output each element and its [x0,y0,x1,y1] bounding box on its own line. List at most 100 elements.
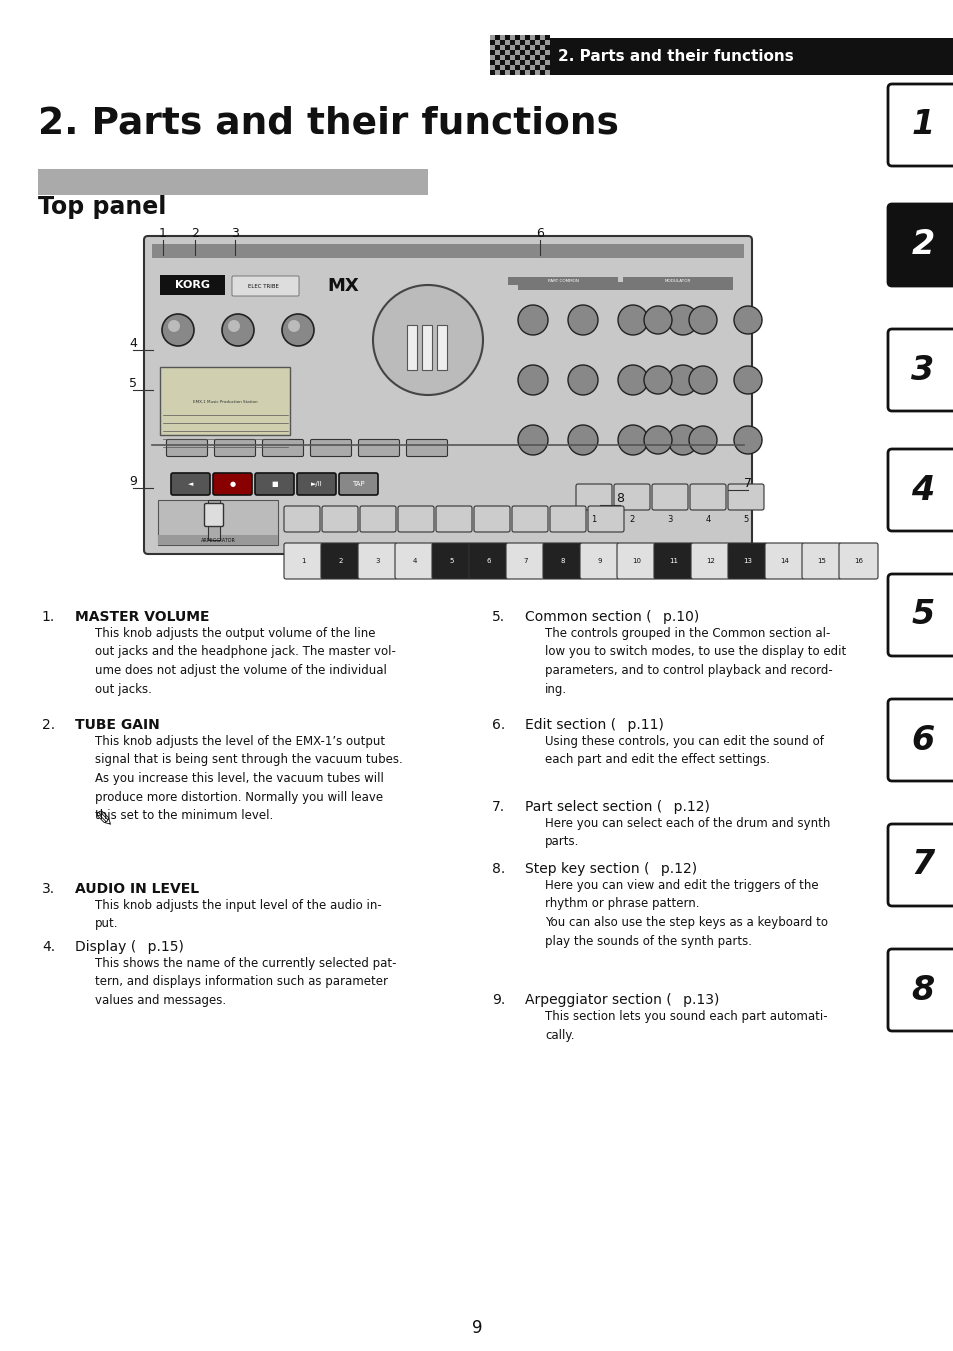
Bar [490,55,495,59]
Bar [421,326,432,370]
Text: 14: 14 [780,558,788,563]
Bar [544,70,550,76]
Bar [515,45,519,50]
FancyBboxPatch shape [214,439,255,457]
Text: 7.: 7. [492,800,504,815]
Bar [524,70,530,76]
Circle shape [643,366,671,394]
Bar [510,50,515,55]
Circle shape [282,313,314,346]
Text: MODULATOR: MODULATOR [664,280,691,282]
Bar [524,45,530,50]
Text: 9: 9 [471,1319,482,1337]
Bar [515,35,519,41]
FancyBboxPatch shape [284,507,319,532]
Text: 8: 8 [616,492,623,505]
FancyBboxPatch shape [310,439,351,457]
Bar [504,41,510,45]
FancyBboxPatch shape [406,439,447,457]
Text: 2.: 2. [42,717,55,732]
Text: 9: 9 [597,558,601,563]
Bar [622,277,732,285]
Bar [535,70,539,76]
Text: MX: MX [327,277,358,295]
Bar [515,41,519,45]
Bar [510,70,515,76]
Bar [544,41,550,45]
FancyBboxPatch shape [320,543,359,580]
Bar [519,45,524,50]
Text: EMX-1 Music Production Station: EMX-1 Music Production Station [193,400,257,404]
Text: Top panel: Top panel [38,195,166,219]
Bar [519,50,524,55]
Bar [544,50,550,55]
Bar [510,41,515,45]
Bar [499,65,504,70]
Bar [535,35,539,41]
FancyBboxPatch shape [887,698,953,781]
Text: 8: 8 [910,974,934,1006]
Text: Part select section (  p.12): Part select section ( p.12) [524,800,709,815]
FancyBboxPatch shape [397,507,434,532]
Bar [495,70,499,76]
Text: Using these controls, you can edit the sound of
each part and edit the effect se: Using these controls, you can edit the s… [544,735,823,766]
FancyBboxPatch shape [395,543,434,580]
Circle shape [168,320,180,332]
FancyBboxPatch shape [654,543,692,580]
Bar [530,50,535,55]
Circle shape [688,426,717,454]
Circle shape [567,305,598,335]
Circle shape [643,426,671,454]
Bar [504,35,510,41]
Bar [158,535,277,544]
FancyBboxPatch shape [887,824,953,907]
Circle shape [733,426,761,454]
Bar [530,65,535,70]
Circle shape [567,426,598,455]
Bar [519,41,524,45]
FancyBboxPatch shape [887,449,953,531]
Text: KORG: KORG [175,280,211,290]
Circle shape [517,305,547,335]
Text: 1: 1 [159,227,167,240]
FancyBboxPatch shape [542,543,581,580]
Bar [436,326,447,370]
Text: 13: 13 [742,558,751,563]
Bar [535,41,539,45]
FancyBboxPatch shape [171,473,210,494]
Text: 1: 1 [910,108,934,142]
Text: 2. Parts and their functions: 2. Parts and their functions [38,105,618,141]
FancyBboxPatch shape [358,439,399,457]
Bar [524,55,530,59]
Text: 9.: 9. [491,993,504,1006]
Text: 5: 5 [910,598,934,631]
FancyBboxPatch shape [432,543,471,580]
FancyBboxPatch shape [550,507,585,532]
Text: 4.: 4. [42,940,55,954]
Bar [530,55,535,59]
Bar [530,70,535,76]
Bar [539,50,544,55]
Text: 5: 5 [742,515,748,523]
Bar [490,70,495,76]
Text: 1: 1 [591,515,596,523]
Text: TAP: TAP [352,481,364,486]
Bar [515,65,519,70]
FancyBboxPatch shape [887,84,953,166]
Circle shape [667,365,698,394]
Circle shape [222,313,253,346]
Text: 1.: 1. [42,611,55,624]
Circle shape [517,365,547,394]
Bar [515,55,519,59]
Circle shape [288,320,299,332]
Bar [510,35,515,41]
Bar [495,59,499,65]
Text: ■: ■ [271,481,277,486]
Circle shape [162,313,193,346]
Text: 11: 11 [668,558,678,563]
Bar [535,45,539,50]
Bar [539,35,544,41]
Bar [495,55,499,59]
Bar [504,59,510,65]
FancyBboxPatch shape [614,484,649,509]
